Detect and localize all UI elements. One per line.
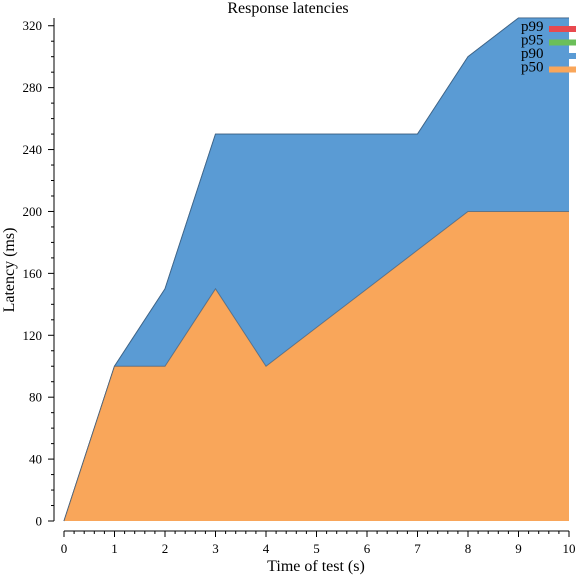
y-ticks-group: 0 40 80 120 160 200 240 280 320 [23, 18, 54, 529]
chart-title: Response latencies [227, 0, 348, 17]
legend-swatch-p90 [549, 53, 576, 59]
y-tick-label: 200 [23, 204, 43, 219]
x-tick-label: 2 [162, 541, 169, 556]
line-p90 [63, 17, 569, 522]
y-axis-title: Latency (ms) [1, 228, 18, 313]
legend-label-p50: p50 [521, 60, 544, 76]
line-p50 [63, 210, 569, 522]
legend-label-p95: p95 [521, 33, 544, 49]
legend-label-p99: p99 [521, 19, 544, 35]
y-tick-label: 40 [29, 452, 42, 467]
x-axis-title: Time of test (s) [267, 558, 365, 575]
y-tick-label: 80 [29, 390, 42, 405]
y-tick-label: 0 [36, 514, 43, 529]
x-ticks-group: 0 1 2 3 4 5 6 7 8 9 10 [61, 531, 576, 556]
y-tick-label: 280 [23, 80, 43, 95]
x-tick-label: 10 [563, 541, 576, 556]
x-tick-label: 7 [414, 541, 421, 556]
y-tick-label: 240 [23, 142, 43, 157]
legend-swatch-p50 [549, 66, 576, 73]
x-tick-label: 1 [111, 541, 118, 556]
y-tick-label: 160 [23, 266, 43, 281]
y-tick-label: 120 [23, 328, 43, 343]
x-tick-label: 4 [263, 541, 270, 556]
y-tick-label: 320 [23, 18, 43, 33]
x-tick-label: 9 [515, 541, 522, 556]
x-tick-label: 5 [313, 541, 320, 556]
area-p50 [64, 211, 569, 521]
legend-label-p90: p90 [521, 46, 544, 62]
x-tick-label: 3 [212, 541, 219, 556]
legend-swatch-p99 [549, 26, 576, 32]
legend-swatch-p95 [549, 39, 576, 46]
area-series-group [63, 17, 569, 522]
x-tick-label: 6 [364, 541, 371, 556]
x-tick-label: 0 [61, 541, 68, 556]
x-tick-label: 8 [465, 541, 472, 556]
